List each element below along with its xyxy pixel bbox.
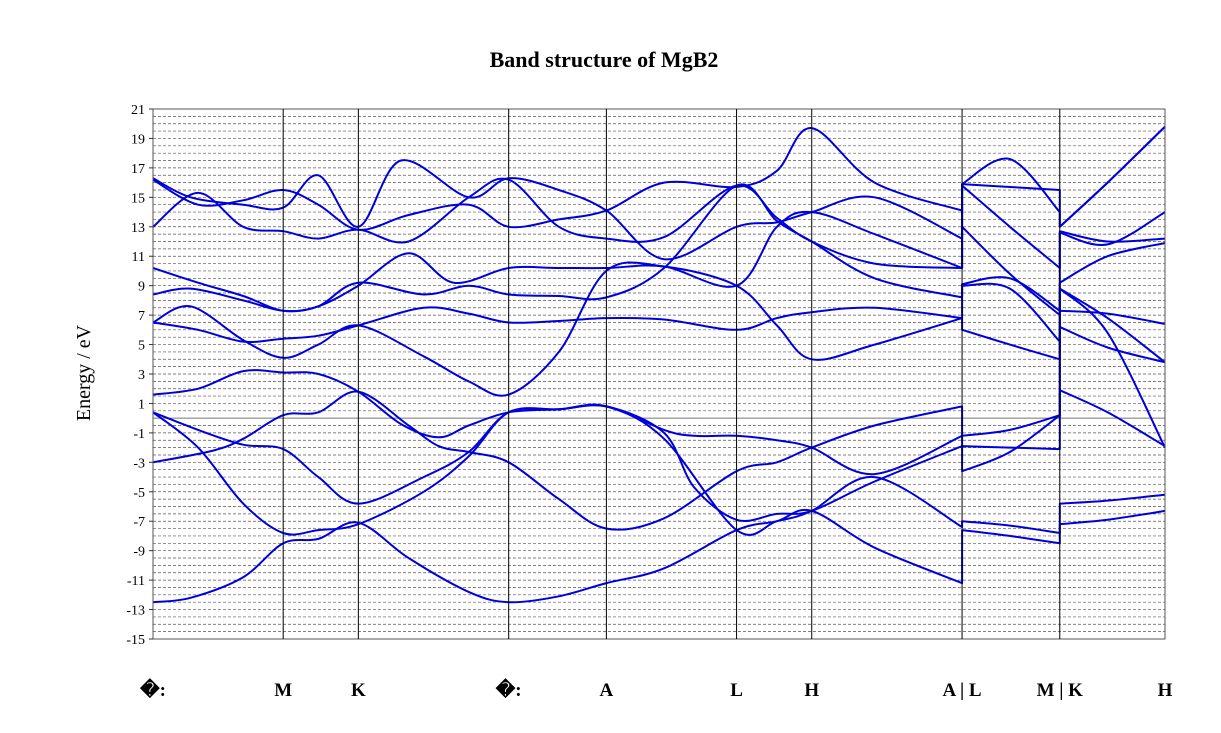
kpoint-labels: �: M K �: A L H A | L M | K H — [139, 678, 1173, 701]
kpoint-label: L — [730, 680, 743, 701]
band-line — [152, 508, 1166, 604]
y-tick-label: 1 — [138, 397, 145, 412]
y-tick-label: 3 — [138, 368, 145, 383]
y-tick-label: 15 — [131, 191, 145, 206]
kpoint-label: H — [1158, 680, 1173, 701]
y-tick-label: 21 — [131, 103, 145, 118]
y-tick-label: -13 — [126, 604, 145, 619]
band-line — [152, 325, 1166, 476]
y-tick-label: -15 — [126, 633, 145, 648]
band-line — [152, 210, 1166, 317]
chart-title: Band structure of MgB2 — [490, 47, 719, 72]
y-tick-label: 5 — [138, 339, 145, 354]
band-line — [152, 125, 1166, 261]
y-tick-label: -5 — [133, 486, 145, 501]
y-tick-label: -1 — [133, 427, 145, 442]
kpoint-label: H — [804, 680, 819, 701]
y-tick-label: 17 — [131, 162, 145, 177]
y-tick-label: 7 — [138, 309, 145, 324]
y-tick-label: 19 — [131, 132, 145, 147]
y-tick-label: 9 — [138, 280, 145, 295]
y-tick-label: 11 — [132, 250, 145, 265]
band-line — [152, 261, 1166, 449]
y-tick-label: -9 — [133, 545, 145, 560]
band-line — [152, 177, 1166, 269]
kpoint-label: �: — [495, 678, 522, 701]
kpoint-label: M — [274, 680, 292, 701]
kpoint-label: A — [600, 680, 614, 701]
grid-lines — [153, 116, 1165, 632]
kpoint-label: �: — [139, 678, 166, 701]
y-tick-labels: 21 19 17 15 13 11 9 7 5 3 1 -1 -3 -5 -7 -9 -11 -13 -15 — [126, 103, 153, 648]
band-lines — [152, 125, 1166, 604]
y-tick-label: -7 — [133, 515, 145, 530]
band-line — [152, 183, 1166, 313]
y-tick-label: 13 — [131, 221, 145, 236]
kpoint-label: A | L — [943, 680, 982, 701]
y-axis-label: Energy / eV — [73, 324, 95, 421]
band-line — [152, 306, 1166, 361]
band-line — [152, 125, 1166, 231]
y-tick-label: -11 — [127, 574, 145, 589]
band-line — [152, 389, 1166, 522]
band-line — [152, 287, 1166, 531]
kpoint-label: K — [351, 680, 366, 701]
y-tick-label: -3 — [133, 456, 145, 471]
kpoint-label: M | K — [1037, 680, 1084, 701]
